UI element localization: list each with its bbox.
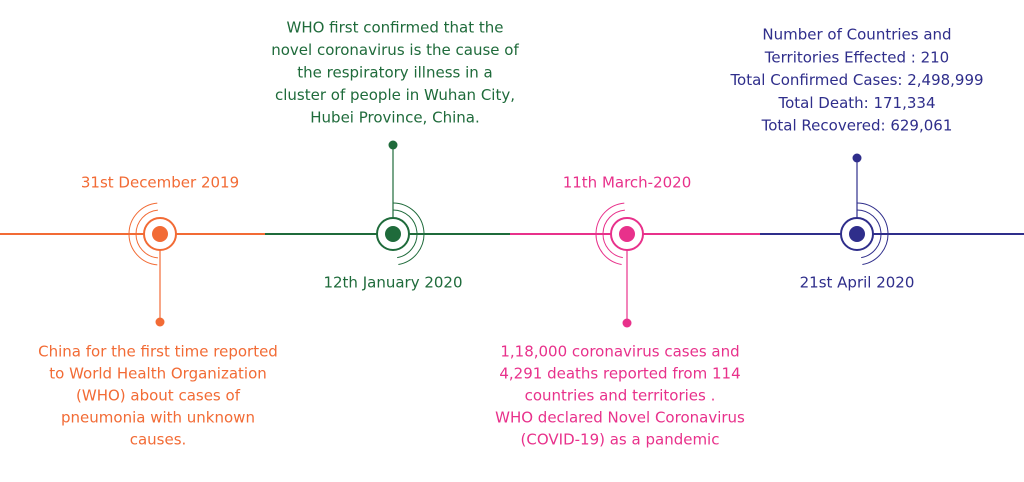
event-date: 21st April 2020	[800, 274, 915, 292]
event-date: 11th March-2020	[563, 174, 692, 192]
event-text: Total Death: 171,334	[777, 94, 935, 112]
ring-arc	[135, 209, 158, 259]
event-text: novel coronavirus is the cause of	[271, 41, 519, 59]
ring-arc	[392, 202, 425, 266]
ring-arc	[392, 209, 418, 259]
event-text: Hubei Province, China.	[310, 109, 479, 127]
stem-dot	[622, 318, 632, 328]
event-text: 1,18,000 coronavirus cases and	[500, 343, 739, 361]
center-dot	[385, 226, 401, 242]
event-text: Total Recovered: 629,061	[761, 117, 953, 135]
event-text: WHO first confirmed that the	[286, 19, 503, 37]
event-date: 12th January 2020	[323, 274, 462, 292]
event-text: to World Health Organization	[49, 365, 267, 383]
event-text: countries and territories .	[525, 387, 716, 405]
ring-arc	[595, 202, 625, 266]
event-text: WHO declared Novel Coronavirus	[495, 409, 745, 427]
stem-dot	[388, 140, 398, 150]
event-text: China for the first time reported	[38, 343, 278, 361]
center-dot	[849, 226, 865, 242]
event-text: (WHO) about cases of	[76, 387, 241, 405]
event-text: the respiratory illness in a	[297, 64, 492, 82]
event-text: Number of Countries and	[762, 26, 951, 44]
event-text: causes.	[130, 431, 187, 449]
event-text: pneumonia with unknown	[61, 409, 255, 427]
stem-dot	[155, 317, 165, 327]
event-text: Total Confirmed Cases: 2,498,999	[729, 71, 983, 89]
ring-arc	[128, 202, 158, 266]
event-text: cluster of people in Wuhan City,	[275, 86, 515, 104]
event-text: (COVID-19) as a pandemic	[521, 431, 720, 449]
ring-arc	[602, 209, 625, 259]
event-text: Territories Effected : 210	[764, 48, 949, 66]
ring-arc	[856, 202, 889, 266]
ring-arc	[856, 209, 882, 259]
center-dot	[152, 226, 168, 242]
stem-dot	[852, 153, 862, 163]
event-text: 4,291 deaths reported from 114	[499, 365, 740, 383]
event-date: 31st December 2019	[81, 174, 239, 192]
center-dot	[619, 226, 635, 242]
